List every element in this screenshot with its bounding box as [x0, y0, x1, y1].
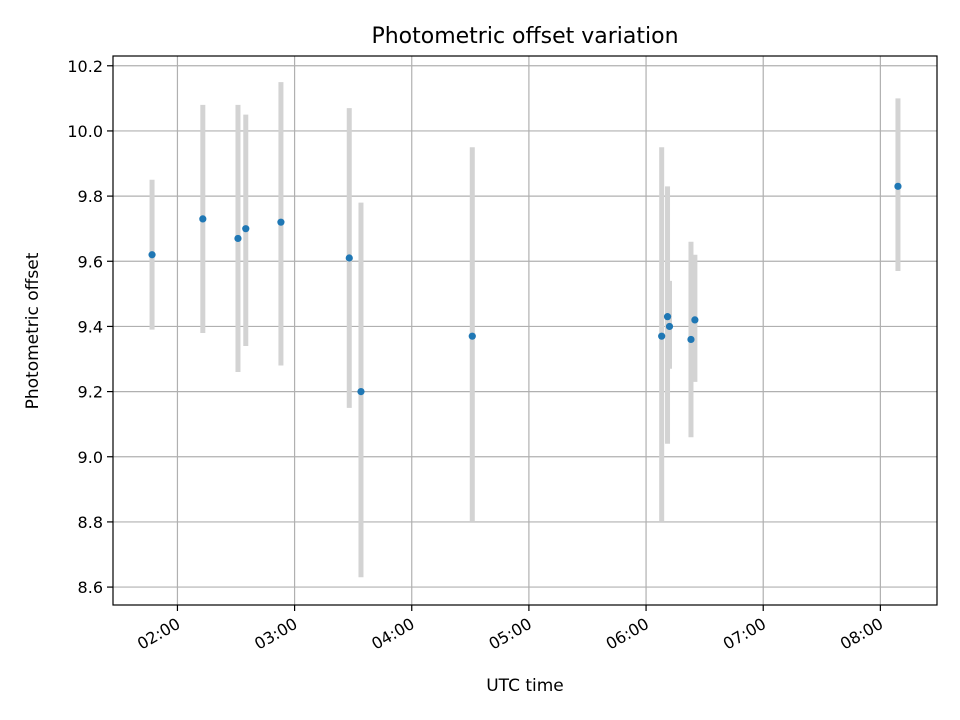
data-point	[665, 322, 674, 331]
y-axis: 8.6 8.8 9.0 9.2 9.4 9.6 9.8 10.0 10.2	[67, 57, 113, 597]
data-point	[468, 332, 476, 340]
y-tick-label: 10.0	[67, 122, 103, 141]
y-tick-label: 9.8	[78, 187, 103, 206]
data-point	[148, 251, 156, 259]
data-point	[242, 225, 250, 233]
grid	[113, 56, 937, 605]
y-tick-label: 9.0	[78, 448, 103, 467]
data-points	[148, 182, 902, 396]
y-tick-label: 9.6	[78, 252, 103, 271]
data-point	[345, 254, 353, 262]
data-point	[687, 335, 695, 344]
y-tick-label: 10.2	[67, 57, 103, 76]
y-tick-label: 8.6	[78, 578, 103, 597]
data-point	[357, 387, 365, 396]
data-point	[894, 182, 902, 190]
chart-title: Photometric offset variation	[371, 24, 678, 49]
data-point	[691, 316, 699, 324]
data-point	[663, 313, 672, 321]
data-point	[234, 234, 242, 243]
y-tick-label: 9.2	[78, 383, 103, 402]
y-axis-label: Photometric offset	[23, 252, 43, 409]
data-point	[658, 332, 666, 340]
x-axis-label: UTC time	[486, 676, 564, 696]
y-tick-label: 8.8	[78, 513, 103, 532]
data-point	[199, 215, 207, 223]
plot-frame	[112, 55, 938, 606]
y-tick-label: 9.4	[78, 317, 103, 336]
data-point	[277, 218, 285, 226]
